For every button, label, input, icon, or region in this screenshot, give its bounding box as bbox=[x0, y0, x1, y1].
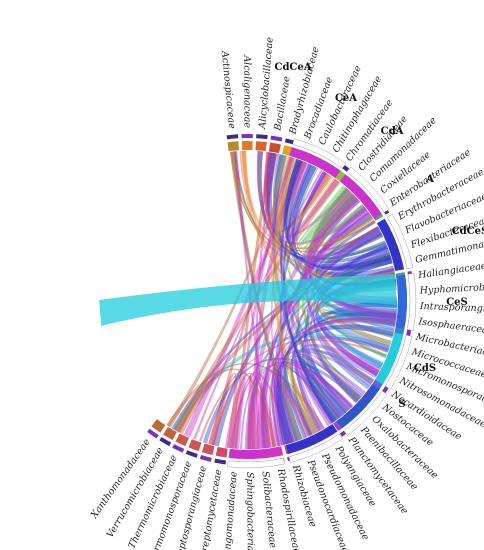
family-outer-ring bbox=[172, 444, 185, 453]
family-outer-ring bbox=[199, 455, 212, 462]
sample-arc bbox=[228, 446, 283, 459]
family-outer-ring bbox=[147, 428, 159, 439]
chord-ribbon bbox=[235, 156, 294, 449]
family-arc bbox=[255, 141, 267, 152]
family-arc bbox=[227, 141, 239, 152]
sample-label: S bbox=[398, 399, 405, 410]
sample-arc bbox=[289, 147, 341, 179]
family-outer-ring bbox=[159, 436, 172, 447]
sample-percent-ring bbox=[386, 213, 414, 269]
sample-arc bbox=[336, 384, 380, 429]
label-layer: Actinospicaceae Alcaligenaceae Alicyclobac… bbox=[88, 36, 484, 550]
sample-arc-layer bbox=[227, 138, 417, 469]
sample-percent-ring bbox=[227, 457, 285, 469]
sample-label: CdA bbox=[381, 126, 404, 137]
chord-ribbon bbox=[311, 212, 381, 262]
sample-label: A bbox=[425, 174, 434, 185]
chord-ribbon bbox=[303, 194, 366, 251]
family-arc bbox=[163, 426, 177, 440]
family-label: Hyphomicrobiaceae bbox=[418, 281, 484, 297]
family-arc bbox=[268, 142, 281, 154]
family-arc bbox=[188, 439, 202, 452]
family-arc bbox=[215, 446, 228, 458]
sample-arc bbox=[285, 423, 338, 454]
sample-label: CeA bbox=[335, 93, 357, 104]
family-arc bbox=[175, 433, 189, 447]
family-label: Sphingomonadaceae bbox=[221, 471, 240, 550]
family-arc bbox=[151, 419, 166, 433]
sample-percent-ring bbox=[346, 166, 390, 213]
family-outer-ring bbox=[270, 135, 283, 142]
chord-ribbon bbox=[295, 354, 363, 425]
sample-label: CeS bbox=[446, 297, 468, 308]
chord-ribbon bbox=[174, 178, 341, 433]
chord-ribbon bbox=[99, 274, 397, 326]
family-label: Haliangiaceae bbox=[417, 261, 484, 282]
sample-label: CdCeA bbox=[274, 62, 311, 73]
family-outer-ring bbox=[214, 458, 227, 465]
sample-percent-ring bbox=[288, 433, 343, 463]
chord-ribbon bbox=[239, 150, 392, 347]
family-label: Solibacteraceae bbox=[259, 471, 278, 549]
sample-percent-ring bbox=[407, 273, 417, 331]
sample-arc bbox=[376, 218, 405, 272]
chord-ribbon bbox=[289, 172, 340, 239]
family-label: Sphingobacteriaceae bbox=[244, 472, 256, 550]
sample-label: CdCeS bbox=[452, 226, 484, 237]
ribbon-layer bbox=[99, 150, 398, 450]
chord-ribbon bbox=[270, 154, 319, 433]
chord-ribbon bbox=[320, 259, 396, 327]
sample-label: CdS bbox=[414, 363, 436, 374]
family-outer-ring bbox=[185, 450, 198, 458]
sample-arc bbox=[375, 332, 404, 385]
chord-ribbon bbox=[247, 374, 258, 450]
chord-ribbon bbox=[277, 364, 338, 443]
family-label: Actinospicaceae bbox=[219, 50, 237, 130]
chord-ribbon bbox=[193, 169, 323, 440]
family-outer-ring bbox=[241, 134, 253, 139]
chord-ribbon bbox=[262, 211, 372, 449]
family-label: Alcaligenaceae bbox=[241, 54, 252, 128]
chord-ribbon bbox=[167, 156, 293, 428]
family-arc bbox=[241, 140, 253, 151]
sample-arc bbox=[395, 274, 408, 329]
family-outer-ring bbox=[256, 134, 268, 140]
chord-ribbon bbox=[260, 232, 383, 449]
family-outer-ring bbox=[226, 134, 239, 140]
family-arc bbox=[201, 443, 215, 455]
sample-percent-ring bbox=[384, 334, 413, 390]
chord-ribbon bbox=[259, 370, 313, 449]
sample-arc bbox=[339, 174, 382, 219]
family-label: Alicyclobacillaceae bbox=[257, 36, 276, 130]
sample-percent-ring bbox=[292, 138, 347, 169]
family-label: Intrasporangiaceae bbox=[419, 301, 484, 316]
sample-percent-ring bbox=[343, 390, 388, 436]
chord-ribbon bbox=[279, 226, 379, 444]
